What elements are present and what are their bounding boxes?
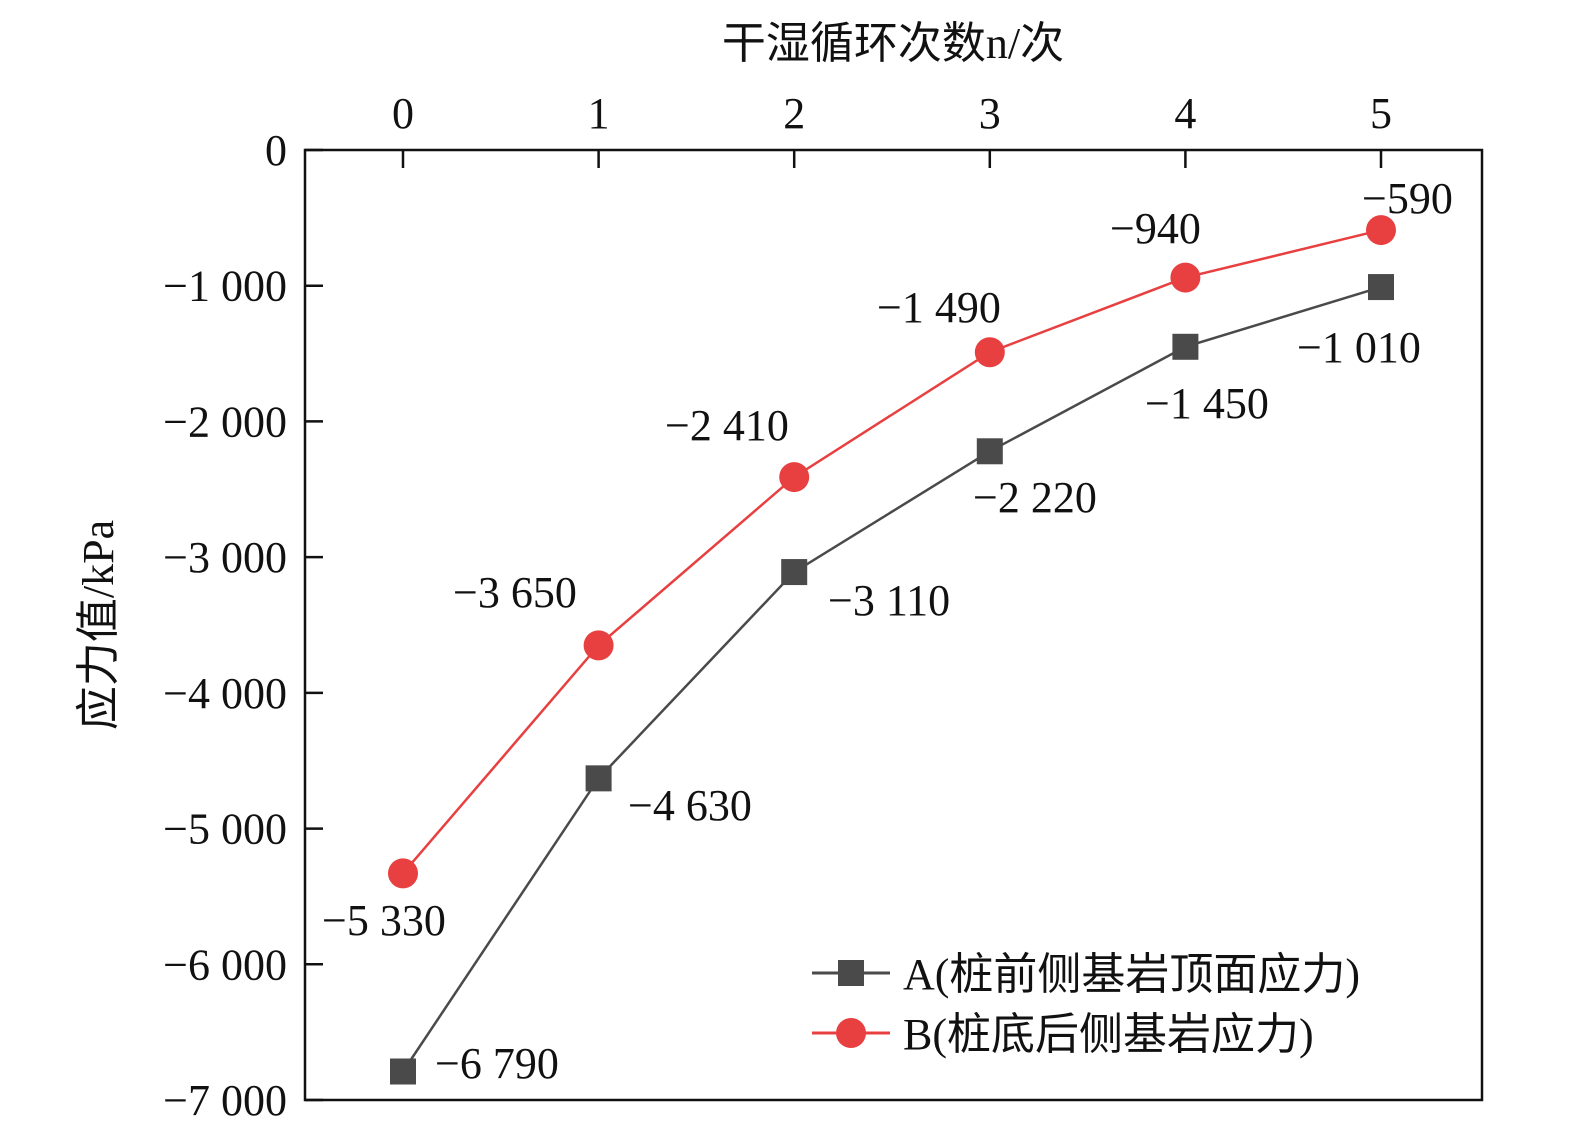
y-tick-label: −6 000 bbox=[163, 940, 287, 989]
x-axis-title: 干湿循环次数n/次 bbox=[722, 19, 1064, 68]
y-tick-label: −1 000 bbox=[163, 262, 287, 311]
x-tick-label: 3 bbox=[979, 89, 1001, 138]
data-point bbox=[390, 1058, 416, 1085]
x-tick-label: 4 bbox=[1174, 89, 1196, 138]
series-b: −5 330 −3 650 −2 410 −1 490 −940 −590 bbox=[322, 174, 1453, 945]
y-tick-label: −4 000 bbox=[163, 669, 287, 718]
x-tick-label: 5 bbox=[1370, 89, 1392, 138]
y-axis-title: 应力值/kPa bbox=[74, 520, 123, 730]
data-point bbox=[1170, 262, 1201, 293]
data-label: −1 010 bbox=[1297, 323, 1421, 372]
data-label: −3 650 bbox=[453, 568, 577, 617]
data-point bbox=[1172, 333, 1199, 360]
data-label: −940 bbox=[1110, 204, 1201, 253]
data-point bbox=[1366, 215, 1396, 246]
y-tick-label: 0 bbox=[265, 126, 287, 175]
data-point bbox=[976, 438, 1003, 465]
data-label: −1 450 bbox=[1145, 379, 1269, 428]
data-point bbox=[974, 337, 1005, 368]
data-label: −1 490 bbox=[877, 283, 1001, 332]
data-label: −2 410 bbox=[665, 401, 789, 450]
y-tick-label: −5 000 bbox=[163, 805, 287, 854]
plot-frame bbox=[303, 148, 1484, 1102]
data-label: −6 790 bbox=[435, 1039, 559, 1088]
legend-label: A(桩前侧基岩顶面应力) bbox=[903, 950, 1360, 999]
data-point bbox=[781, 559, 808, 586]
data-label: −590 bbox=[1362, 174, 1453, 223]
data-label: −2 220 bbox=[973, 473, 1097, 522]
data-label: −4 630 bbox=[628, 781, 752, 830]
legend-square-marker bbox=[838, 960, 864, 986]
series-line bbox=[401, 285, 1382, 1073]
legend-label: B(桩底后侧基岩应力) bbox=[903, 1010, 1314, 1059]
data-label: −3 110 bbox=[828, 576, 950, 625]
y-tick-label: −3 000 bbox=[163, 533, 287, 582]
data-point bbox=[1368, 274, 1394, 301]
data-point bbox=[779, 462, 810, 493]
series-a: −6 790 −4 630 −3 110 −2 220 −1 450 −1 010 bbox=[390, 274, 1421, 1088]
data-point bbox=[583, 630, 614, 661]
x-tick-label: 2 bbox=[783, 89, 805, 138]
data-point bbox=[585, 765, 612, 792]
x-tick-label: 1 bbox=[588, 89, 610, 138]
series-line bbox=[402, 228, 1382, 875]
y-tick-label: −2 000 bbox=[163, 397, 287, 446]
x-tick-label: 0 bbox=[392, 89, 414, 138]
data-label: −5 330 bbox=[322, 896, 446, 945]
legend-circle-marker bbox=[836, 1018, 866, 1048]
data-point bbox=[388, 858, 418, 889]
y-tick-label: −7 000 bbox=[163, 1076, 287, 1125]
legend: A(桩前侧基岩顶面应力) B(桩底后侧基岩应力) bbox=[812, 950, 1360, 1059]
